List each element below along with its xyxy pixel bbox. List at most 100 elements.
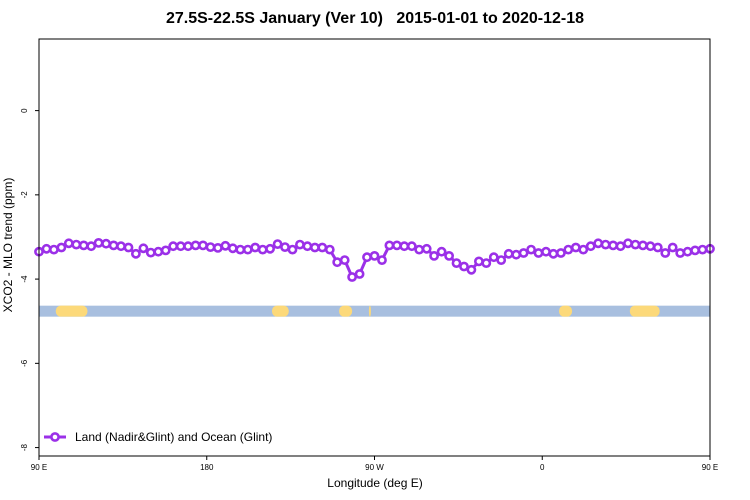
data-point bbox=[280, 242, 290, 252]
data-point bbox=[503, 248, 514, 259]
data-point bbox=[556, 248, 566, 258]
data-point bbox=[593, 238, 604, 249]
y-tick-label: -4 bbox=[20, 275, 29, 283]
data-point bbox=[108, 240, 119, 251]
data-point bbox=[585, 241, 596, 252]
data-point bbox=[481, 258, 492, 268]
data-point bbox=[145, 247, 156, 258]
data-point bbox=[324, 244, 335, 255]
data-point bbox=[168, 241, 179, 252]
data-point bbox=[630, 239, 641, 250]
data-point bbox=[272, 239, 283, 249]
data-point bbox=[332, 257, 343, 268]
data-point bbox=[660, 248, 671, 258]
data-point bbox=[227, 243, 238, 254]
data-point bbox=[667, 242, 678, 253]
data-point bbox=[384, 240, 395, 251]
data-point bbox=[690, 245, 700, 256]
x-tick-label: 90 W bbox=[365, 463, 384, 472]
data-point bbox=[675, 248, 686, 258]
data-point bbox=[294, 239, 305, 250]
land-patch bbox=[55, 305, 88, 317]
x-tick-label: 90 E bbox=[702, 463, 718, 472]
land-patch bbox=[559, 305, 573, 317]
data-point bbox=[63, 238, 74, 249]
data-point bbox=[563, 244, 574, 255]
data-point bbox=[287, 244, 298, 255]
data-point bbox=[130, 248, 141, 259]
x-tick-label: 180 bbox=[200, 463, 214, 472]
data-point bbox=[548, 248, 559, 259]
y-tick-label: -8 bbox=[20, 443, 29, 451]
data-point bbox=[444, 250, 454, 261]
data-point bbox=[302, 241, 313, 252]
data-point bbox=[623, 238, 633, 249]
data-point bbox=[86, 241, 97, 252]
data-point bbox=[183, 241, 193, 252]
data-point bbox=[511, 249, 522, 260]
land-patch bbox=[271, 305, 289, 317]
data-point bbox=[212, 242, 223, 253]
data-point bbox=[436, 246, 447, 257]
data-point bbox=[697, 244, 708, 255]
data-point bbox=[250, 242, 261, 253]
x-tick-label: 0 bbox=[540, 463, 545, 472]
chart-title: 27.5S-22.5S January (Ver 10) 2015-01-01 … bbox=[165, 10, 585, 27]
data-point bbox=[600, 239, 611, 250]
y-tick-label: -2 bbox=[20, 191, 29, 199]
data-point bbox=[123, 242, 134, 253]
land-patch bbox=[339, 305, 353, 317]
surface-band bbox=[39, 305, 710, 317]
data-point bbox=[399, 241, 410, 252]
data-point bbox=[570, 242, 581, 253]
data-point bbox=[101, 238, 111, 249]
data-point bbox=[682, 246, 693, 257]
legend-label: Land (Nadir&Glint) and Ocean (Glint) bbox=[75, 430, 272, 444]
data-point bbox=[317, 242, 328, 253]
data-point bbox=[354, 269, 365, 279]
data-point bbox=[362, 252, 372, 263]
axes: 90 E 180 90 W 0 90 E 0 -2 -4 -6 -8 bbox=[20, 38, 718, 472]
land-patch bbox=[629, 305, 660, 317]
x-tick-label: 90 E bbox=[31, 463, 47, 472]
y-tick-label: 0 bbox=[20, 108, 29, 113]
data-point bbox=[466, 264, 477, 275]
data-point bbox=[198, 240, 208, 251]
y-axis-label: XCO2 - MLO trend (ppm) bbox=[1, 177, 15, 313]
data-point bbox=[496, 255, 507, 265]
data-point bbox=[116, 241, 126, 252]
data-point bbox=[645, 241, 656, 252]
x-axis-label: Longitude (deg E) bbox=[327, 476, 423, 490]
data-point bbox=[205, 242, 216, 252]
data-point bbox=[265, 243, 275, 254]
data-point bbox=[615, 241, 626, 252]
data-point bbox=[339, 255, 350, 265]
data-point bbox=[160, 245, 171, 256]
data-point bbox=[153, 246, 164, 257]
data-point bbox=[138, 243, 149, 254]
data-point bbox=[518, 248, 529, 258]
data-point bbox=[406, 241, 417, 252]
legend: Land (Nadir&Glint) and Ocean (Glint) bbox=[44, 430, 272, 444]
data-point bbox=[235, 244, 246, 255]
data-point bbox=[78, 240, 89, 251]
data-point bbox=[369, 250, 380, 261]
data-point bbox=[451, 258, 462, 268]
data-point bbox=[391, 240, 402, 251]
data-point bbox=[429, 250, 439, 261]
data-point bbox=[533, 248, 544, 258]
land-patch bbox=[368, 305, 371, 317]
series-group bbox=[34, 237, 715, 282]
data-point bbox=[377, 255, 387, 265]
data-point bbox=[347, 272, 357, 282]
data-point bbox=[71, 239, 82, 250]
data-point bbox=[49, 244, 59, 255]
data-point bbox=[41, 243, 52, 254]
data-point bbox=[421, 243, 432, 254]
data-point bbox=[526, 244, 536, 255]
data-point bbox=[93, 237, 104, 248]
data-point bbox=[473, 256, 484, 267]
data-point bbox=[578, 244, 589, 255]
data-point bbox=[257, 244, 268, 255]
